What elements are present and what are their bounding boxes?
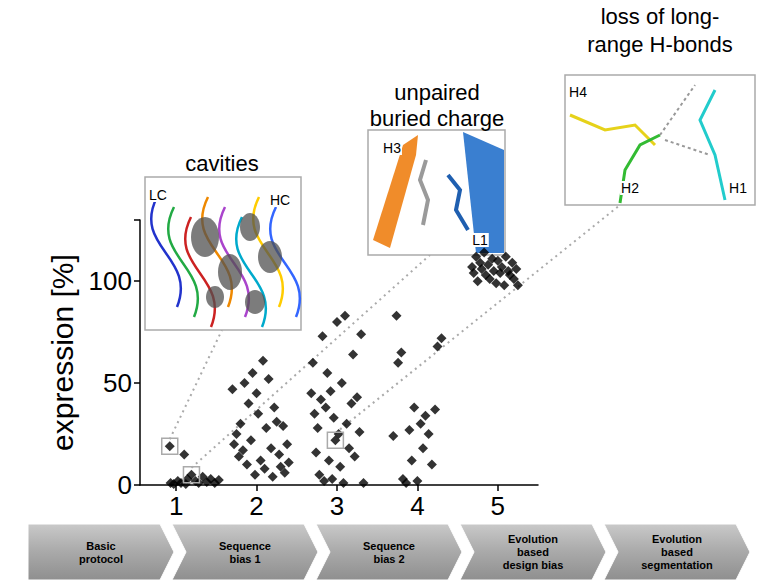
svg-text:H3: H3 bbox=[383, 140, 401, 156]
svg-text:5: 5 bbox=[491, 491, 505, 521]
svg-text:design bias: design bias bbox=[503, 559, 564, 571]
svg-text:cavities: cavities bbox=[185, 151, 258, 176]
svg-text:100: 100 bbox=[89, 266, 132, 296]
svg-text:H1: H1 bbox=[729, 180, 747, 196]
svg-text:Sequence: Sequence bbox=[363, 540, 415, 552]
svg-text:0: 0 bbox=[118, 470, 132, 500]
svg-text:Sequence: Sequence bbox=[219, 540, 271, 552]
svg-text:2: 2 bbox=[249, 491, 263, 521]
svg-text:based: based bbox=[661, 546, 693, 558]
svg-text:based: based bbox=[517, 546, 549, 558]
svg-text:Evolution: Evolution bbox=[508, 533, 558, 545]
svg-text:50: 50 bbox=[103, 368, 132, 398]
svg-text:H2: H2 bbox=[621, 180, 639, 196]
svg-text:bias 1: bias 1 bbox=[229, 553, 260, 565]
svg-text:segmentation: segmentation bbox=[641, 559, 713, 571]
svg-text:loss of long-: loss of long- bbox=[601, 4, 720, 29]
svg-text:LC: LC bbox=[149, 187, 167, 203]
svg-text:range H-bonds: range H-bonds bbox=[587, 32, 733, 57]
svg-text:buried charge: buried charge bbox=[370, 106, 505, 131]
svg-text:L1: L1 bbox=[472, 232, 488, 248]
svg-text:protocol: protocol bbox=[79, 553, 123, 565]
svg-text:1: 1 bbox=[169, 491, 183, 521]
svg-text:Evolution: Evolution bbox=[652, 533, 702, 545]
svg-text:Basic: Basic bbox=[86, 540, 115, 552]
svg-text:unpaired: unpaired bbox=[394, 80, 480, 105]
svg-text:4: 4 bbox=[410, 491, 424, 521]
svg-text:HC: HC bbox=[270, 192, 290, 208]
svg-text:3: 3 bbox=[330, 491, 344, 521]
svg-text:expression [%]: expression [%] bbox=[46, 254, 79, 451]
svg-text:bias 2: bias 2 bbox=[373, 553, 404, 565]
svg-text:H4: H4 bbox=[569, 84, 587, 100]
